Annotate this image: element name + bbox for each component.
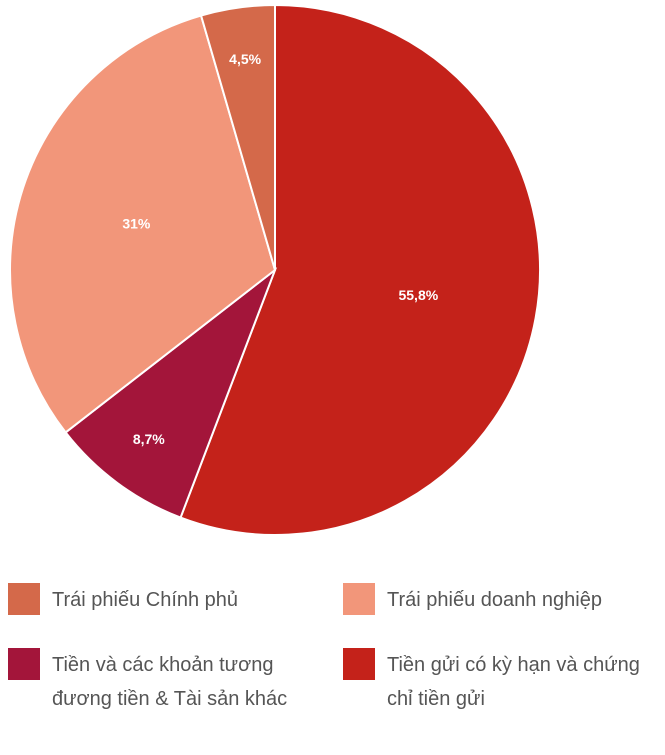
data-label: 31% — [122, 216, 151, 232]
chart: 55,8% 8,7% 31% 4,5% — [9, 3, 541, 536]
slice — [9, 14, 277, 434]
legend-swatch — [343, 648, 375, 680]
legend-swatch — [8, 648, 40, 680]
legend-item: Tiền và các khoản tương đương tiền & Tài… — [8, 648, 292, 716]
slice — [179, 3, 541, 536]
legend-swatch — [343, 583, 375, 615]
data-label: 55,8% — [398, 287, 438, 303]
data-label: 4,5% — [229, 51, 261, 67]
legend-swatch — [8, 583, 40, 615]
legend-item: Tiền gửi có kỳ hạn và chứng chỉ tiền gửi — [343, 648, 657, 716]
legend-item: Trái phiếu Chính phủ — [8, 583, 312, 617]
legend-label: Trái phiếu Chính phủ — [52, 589, 239, 611]
legend-label: Tiền gửi có kỳ hạn và chứng chỉ tiền gửi — [387, 654, 640, 710]
legend-item: Trái phiếu doanh nghiệp — [343, 583, 665, 617]
slice — [64, 267, 278, 519]
legend-label: Trái phiếu doanh nghiệp — [387, 589, 602, 611]
data-label: 8,7% — [133, 431, 165, 447]
legend-label: Tiền và các khoản tương đương tiền & Tài… — [52, 654, 288, 710]
slice — [199, 3, 276, 271]
